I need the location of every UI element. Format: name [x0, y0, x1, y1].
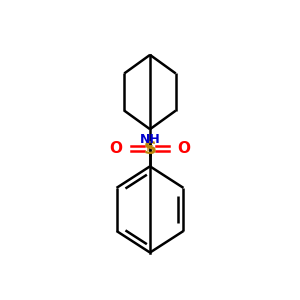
Text: S: S: [143, 140, 157, 158]
Text: F: F: [146, 140, 154, 154]
Text: O: O: [178, 141, 190, 156]
Text: NH: NH: [140, 133, 160, 146]
Text: O: O: [110, 141, 122, 156]
